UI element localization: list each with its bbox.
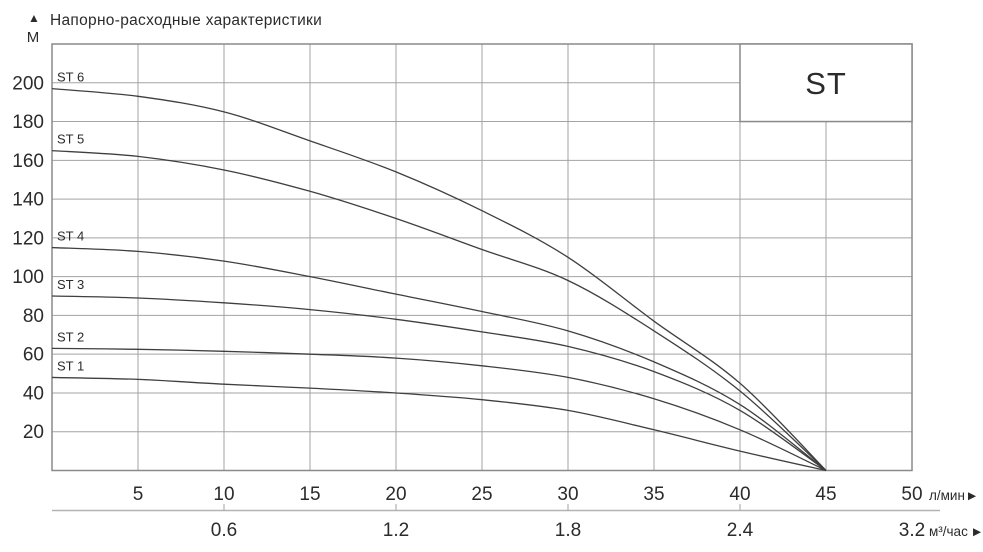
- x-axis-secondary-unit-label: м³/час: [929, 524, 968, 539]
- y-tick-label-180: 180: [12, 112, 44, 133]
- y-tick-label-160: 160: [12, 151, 44, 172]
- x-axis-arrow-icon: ▶: [968, 490, 977, 502]
- plot-border: [51, 43, 913, 472]
- curve-label-st-2: ST 2: [57, 329, 84, 344]
- y-axis-direction-icon: ▲: [28, 11, 40, 25]
- x-tick-label-30: 30: [557, 484, 578, 505]
- y-tick-label-140: 140: [12, 190, 44, 211]
- x-tick-label-25: 25: [471, 484, 492, 505]
- curve-label-st-5: ST 5: [57, 132, 84, 147]
- legend-box: [739, 43, 913, 123]
- y-tick-label-200: 200: [12, 73, 44, 94]
- curve-st-1: [51, 376, 827, 472]
- y-tick-label-120: 120: [12, 228, 44, 249]
- curve-annotations: ST 1 ST 2 ST 3 ST 4 ST 5 ST 6: [57, 70, 84, 374]
- x-secondary-tick-label-3.2: 3.2: [899, 520, 925, 541]
- x-tick-label-10: 10: [213, 484, 234, 505]
- curve-st-2: [51, 347, 827, 472]
- curve-st-4: [51, 246, 827, 472]
- curve-label-st-3: ST 3: [57, 277, 84, 292]
- x-secondary-tick-label-2.4: 2.4: [727, 520, 754, 541]
- x-tick-label-50: 50: [901, 484, 922, 505]
- y-tick-label-40: 40: [23, 383, 44, 404]
- y-tick-label-60: 60: [23, 345, 44, 366]
- x-tick-label-45: 45: [815, 484, 836, 505]
- curve-label-st-1: ST 1: [57, 358, 84, 373]
- y-tick-label-100: 100: [12, 267, 44, 288]
- curve-st-6: [51, 87, 827, 471]
- page-title: Напорно-расходные характеристики: [50, 12, 322, 29]
- x-secondary-tick-label-0.6: 0.6: [211, 520, 237, 541]
- curve-st-3: [51, 295, 827, 472]
- grid: [51, 43, 913, 472]
- pump-curves: [51, 87, 827, 472]
- x-tick-label-35: 35: [643, 484, 664, 505]
- y-tick-label-20: 20: [23, 422, 44, 443]
- axes: 5 10 15 20 25 30 35 40 45 50 20 40 60 80 100 120 140 160 1…: [12, 73, 940, 541]
- y-axis-unit-label: М: [27, 29, 40, 46]
- x-tick-label-15: 15: [299, 484, 320, 505]
- curve-label-st-4: ST 4: [57, 229, 84, 244]
- x-axis-secondary-arrow-icon: ▶: [973, 526, 982, 538]
- x-secondary-tick-label-1.2: 1.2: [383, 520, 409, 541]
- x-tick-label-40: 40: [729, 484, 750, 505]
- x-tick-label-20: 20: [385, 484, 406, 505]
- legend-label: ST: [805, 66, 847, 101]
- x-secondary-tick-label-1.8: 1.8: [555, 520, 581, 541]
- x-tick-label-5: 5: [133, 484, 144, 505]
- y-tick-label-80: 80: [23, 306, 44, 327]
- x-axis-unit-label: л/мин: [929, 488, 965, 503]
- legend: [739, 43, 913, 123]
- curve-st-5: [51, 149, 827, 471]
- curve-label-st-6: ST 6: [57, 70, 84, 85]
